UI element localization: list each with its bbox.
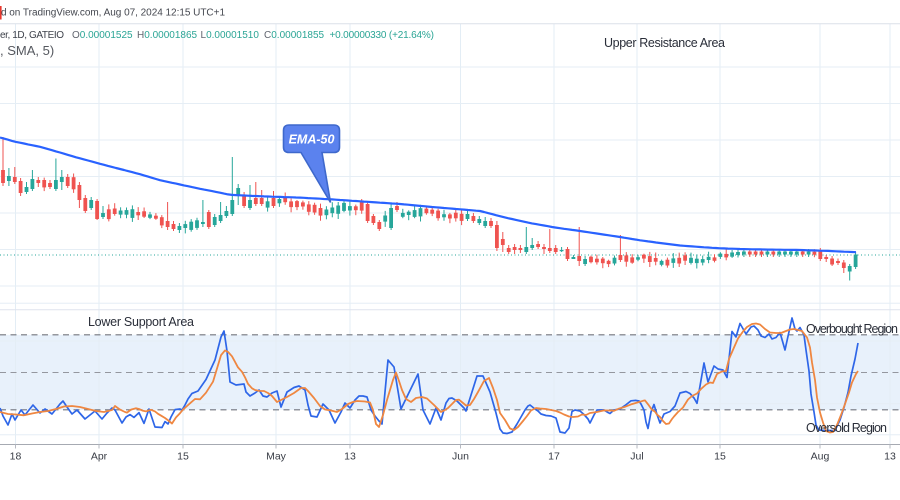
svg-text:, SMA, 5): , SMA, 5) [0, 43, 54, 58]
svg-text:C0.00001855: C0.00001855 [264, 30, 325, 41]
svg-text:d on TradingView.com, Aug 07,: d on TradingView.com, Aug 07, 2024 12:15… [1, 8, 225, 19]
svg-text:L0.00001510: L0.00001510 [201, 30, 260, 41]
svg-text:Overbought Region: Overbought Region [806, 322, 898, 336]
svg-text:15: 15 [177, 451, 189, 463]
svg-text:er, 1D, GATEIO: er, 1D, GATEIO [0, 30, 64, 41]
svg-text:Jul: Jul [630, 451, 643, 463]
svg-text:Apr: Apr [91, 451, 108, 463]
svg-text:EMA-50: EMA-50 [289, 133, 335, 147]
svg-text:May: May [266, 451, 287, 463]
svg-text:Upper Resistance Area: Upper Resistance Area [604, 36, 725, 50]
svg-text:Aug: Aug [811, 451, 830, 463]
svg-text:13: 13 [344, 451, 356, 463]
svg-text:Oversold Region: Oversold Region [806, 421, 887, 435]
svg-text:17: 17 [548, 451, 560, 463]
svg-text:+0.00000330 (+21.64%): +0.00000330 (+21.64%) [330, 30, 435, 41]
svg-text:15: 15 [714, 451, 726, 463]
svg-text:Lower Support Area: Lower Support Area [88, 315, 194, 329]
svg-text:13: 13 [884, 451, 896, 463]
svg-text:18: 18 [10, 451, 22, 463]
svg-text:O0.00001525: O0.00001525 [72, 30, 133, 41]
svg-text:H0.00001865: H0.00001865 [137, 30, 198, 41]
svg-text:Jun: Jun [452, 451, 469, 463]
